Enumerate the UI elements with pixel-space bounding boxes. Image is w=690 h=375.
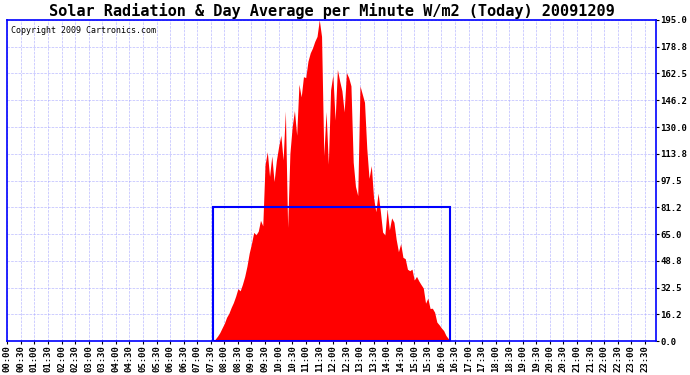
Title: Solar Radiation & Day Average per Minute W/m2 (Today) 20091209: Solar Radiation & Day Average per Minute… xyxy=(49,3,615,19)
Bar xyxy=(213,207,451,341)
Text: Copyright 2009 Cartronics.com: Copyright 2009 Cartronics.com xyxy=(10,26,155,35)
